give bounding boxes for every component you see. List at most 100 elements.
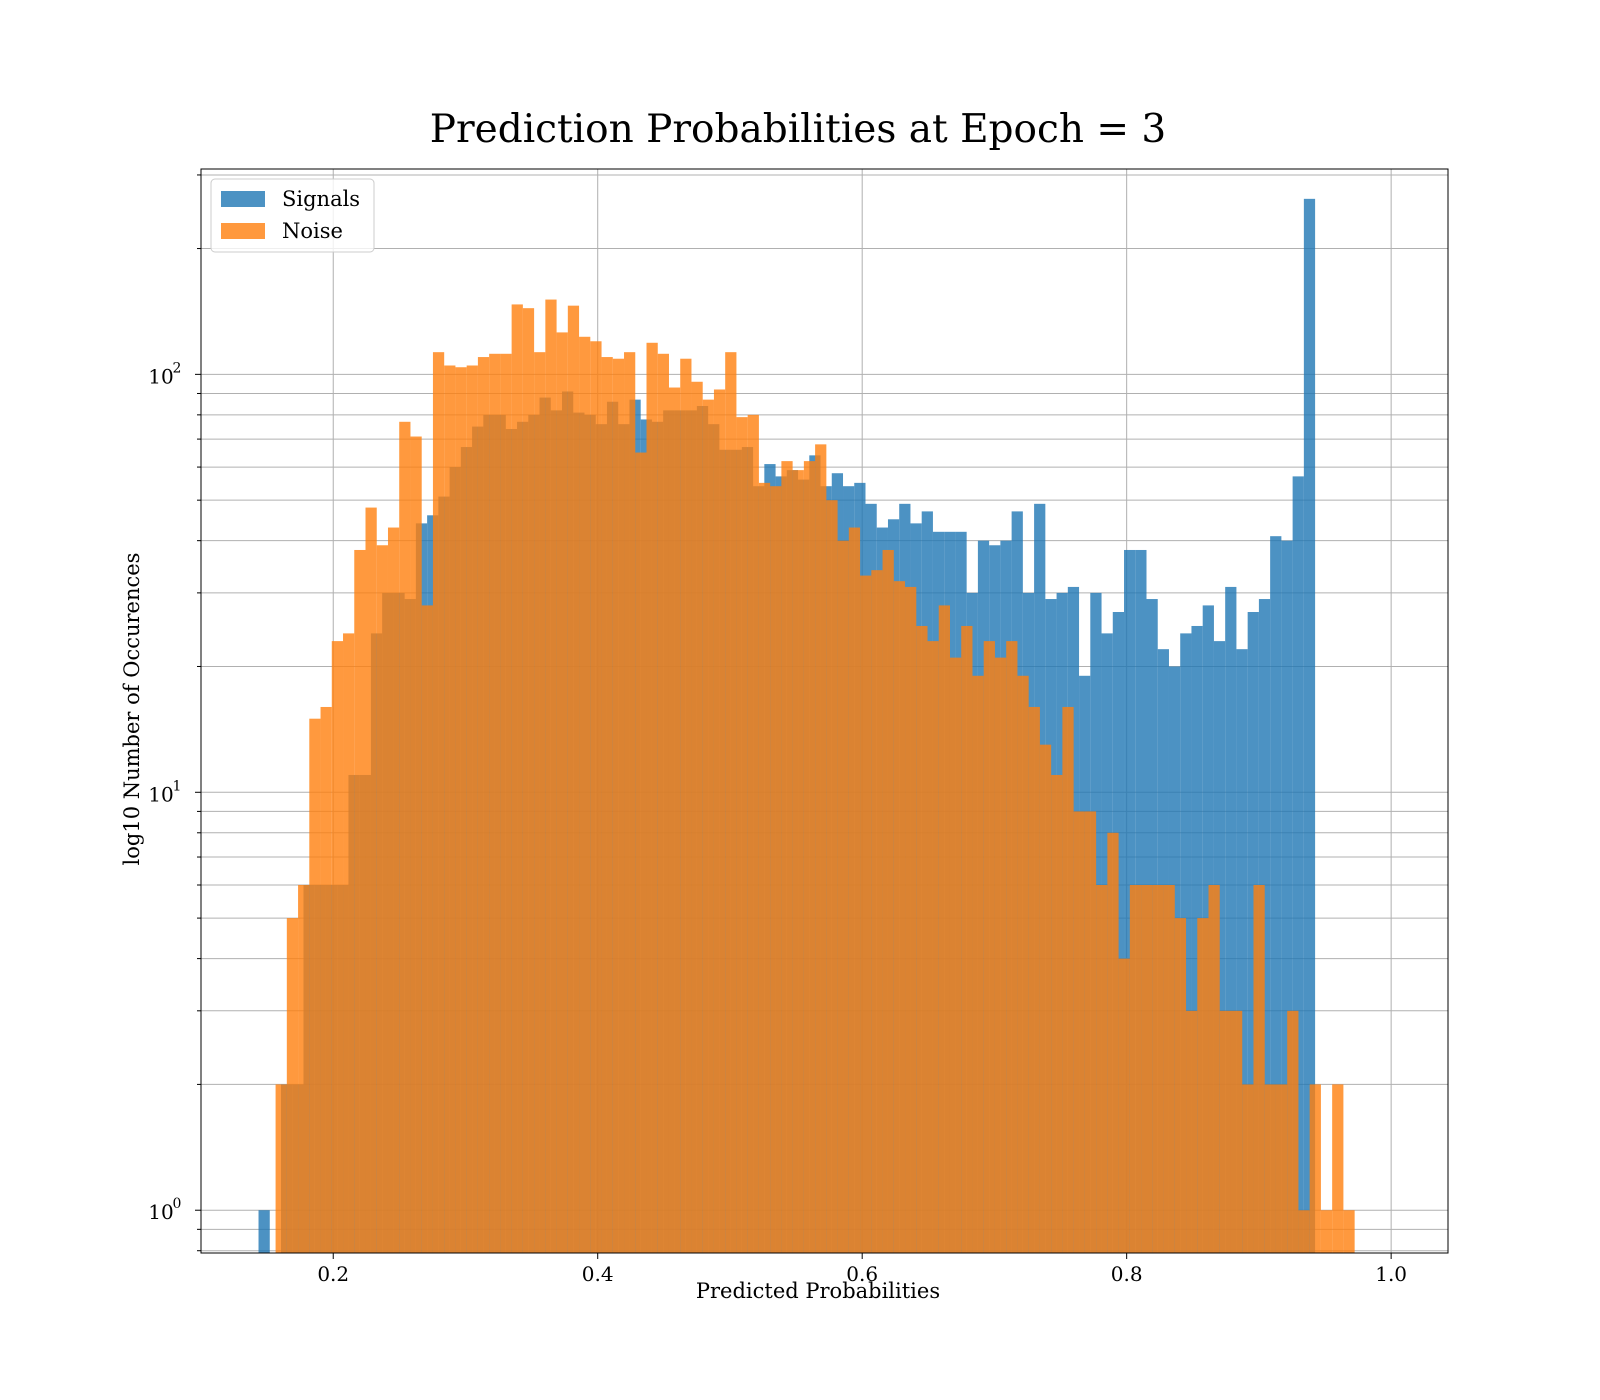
bar-noise — [972, 675, 984, 1253]
bar-noise — [1186, 1010, 1198, 1253]
bar-noise — [646, 342, 658, 1254]
bar-signals — [1270, 536, 1282, 1253]
bar-noise — [1264, 1084, 1276, 1253]
bar-noise — [949, 657, 962, 1253]
bar-noise — [848, 527, 861, 1253]
histogram-bars — [258, 198, 1355, 1254]
bar-noise — [410, 436, 422, 1253]
bar-noise — [1208, 885, 1220, 1253]
bar-noise — [938, 605, 950, 1253]
bar-noise — [1309, 1084, 1321, 1253]
bar-noise — [1118, 958, 1130, 1253]
bar-noise — [477, 357, 490, 1253]
bar-signals — [1236, 649, 1248, 1253]
bar-noise — [1129, 885, 1142, 1253]
bar-noise — [837, 540, 849, 1253]
bar-signals — [1191, 625, 1203, 1253]
bar-noise — [1051, 774, 1063, 1253]
y-tick-exponent: 0 — [173, 1196, 182, 1212]
bar-noise — [1253, 885, 1265, 1253]
bar-noise — [331, 641, 344, 1253]
bar-noise — [1230, 1010, 1243, 1253]
bar-noise — [1006, 641, 1018, 1253]
series-noise — [275, 299, 1355, 1254]
x-tick-label: 0.8 — [1111, 1262, 1143, 1286]
bar-noise — [500, 353, 512, 1254]
bar-noise — [725, 352, 737, 1253]
bar-noise — [1017, 675, 1029, 1253]
legend-swatch-noise — [221, 223, 265, 239]
bar-noise — [1141, 885, 1153, 1253]
legend: Signals Noise — [210, 178, 375, 253]
bar-noise — [747, 414, 759, 1253]
bar-noise — [624, 352, 636, 1253]
bar-signals — [1292, 476, 1304, 1253]
bar-noise — [916, 625, 928, 1253]
bar-noise — [826, 500, 838, 1253]
bar-noise — [781, 461, 793, 1253]
bar-noise — [668, 387, 681, 1253]
bar-noise — [545, 299, 557, 1253]
bar-noise — [961, 625, 973, 1253]
bar-noise — [354, 549, 366, 1253]
bar-noise — [421, 605, 433, 1253]
bar-noise — [1062, 706, 1074, 1253]
bar-noise — [815, 444, 827, 1253]
bar-noise — [466, 365, 478, 1253]
bar-noise — [635, 452, 647, 1253]
bar-noise — [770, 486, 782, 1253]
bar-signals — [1281, 540, 1293, 1253]
bar-noise — [1174, 918, 1187, 1253]
bar-noise — [399, 421, 411, 1254]
bar-noise — [893, 581, 906, 1253]
bar-noise — [1073, 811, 1085, 1253]
bar-noise — [376, 545, 388, 1253]
legend-label-noise: Noise — [282, 219, 343, 243]
bar-noise — [567, 305, 580, 1253]
y-tick-label: 10 — [148, 782, 173, 806]
bar-noise — [803, 461, 816, 1253]
legend-label-signals: Signals — [282, 187, 360, 211]
bar-noise — [522, 308, 535, 1253]
bar-noise — [1242, 1084, 1254, 1253]
bar-noise — [927, 641, 939, 1253]
bar-signals — [1225, 586, 1237, 1253]
bar-noise — [1096, 885, 1108, 1253]
bar-noise — [1343, 1210, 1355, 1253]
bar-noise — [758, 482, 771, 1254]
bar-noise — [792, 470, 804, 1253]
bar-noise — [1332, 1084, 1344, 1253]
bar-noise — [860, 575, 872, 1253]
bar-noise — [489, 353, 501, 1254]
x-tick-label: 0.2 — [317, 1262, 349, 1286]
bar-noise — [387, 527, 400, 1253]
bar-noise — [736, 417, 748, 1253]
bar-noise — [905, 586, 917, 1253]
x-axis-ticks: 0.2 0.4 0.6 0.8 1.0 — [317, 1253, 1407, 1286]
bar-noise — [286, 918, 299, 1253]
bar-noise — [871, 570, 883, 1253]
bar-noise — [691, 381, 703, 1253]
y-tick-exponent: 1 — [173, 778, 182, 794]
bar-noise — [1039, 744, 1052, 1253]
bar-noise — [590, 341, 602, 1253]
bar-noise — [1163, 885, 1175, 1253]
bar-signals — [1303, 198, 1316, 1254]
bar-noise — [455, 367, 467, 1253]
bar-noise — [680, 358, 692, 1253]
bar-noise — [1107, 832, 1119, 1253]
bar-noise — [713, 389, 726, 1254]
bar-noise — [1084, 811, 1097, 1253]
bar-noise — [556, 332, 568, 1254]
bar-noise — [275, 1084, 287, 1253]
bar-noise — [511, 304, 523, 1253]
x-tick-label: 0.6 — [846, 1262, 878, 1286]
bar-noise — [1298, 1210, 1310, 1253]
y-tick-label: 10 — [148, 1200, 173, 1224]
bar-noise — [1275, 1084, 1288, 1253]
bar-noise — [657, 353, 669, 1254]
bar-noise — [444, 365, 456, 1253]
bar-noise — [298, 885, 310, 1253]
